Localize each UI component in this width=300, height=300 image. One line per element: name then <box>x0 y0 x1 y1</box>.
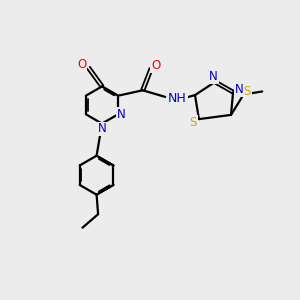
Text: O: O <box>151 59 160 72</box>
Text: N: N <box>98 122 106 136</box>
Text: O: O <box>77 58 86 71</box>
Text: N: N <box>209 70 218 83</box>
Text: S: S <box>189 116 197 129</box>
Text: N: N <box>235 83 244 96</box>
Text: NH: NH <box>168 92 187 105</box>
Text: N: N <box>117 108 126 121</box>
Text: S: S <box>244 85 251 98</box>
